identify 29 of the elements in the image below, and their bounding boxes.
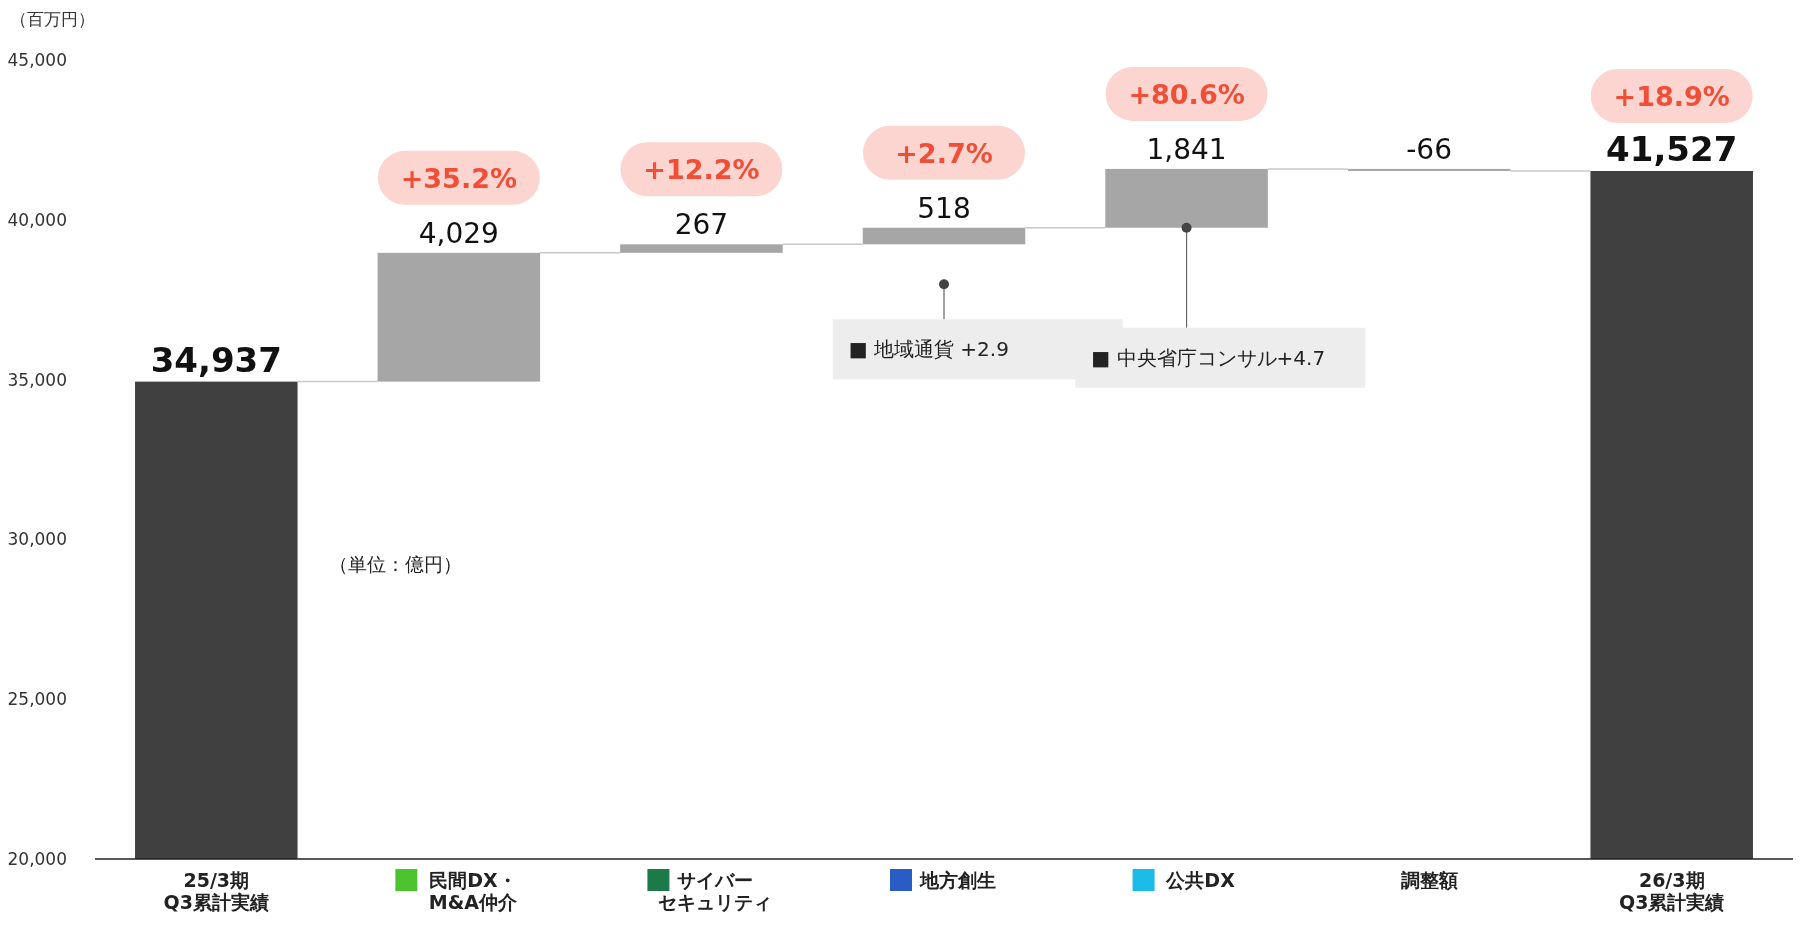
x-tick-label: 調整額 xyxy=(1400,869,1458,891)
y-axis-title: （百万円） xyxy=(10,9,95,29)
y-tick-label: 20,000 xyxy=(7,849,67,869)
y-tick-label: 35,000 xyxy=(7,369,67,390)
data-label: 1,841 xyxy=(1146,132,1227,166)
data-label: 34,937 xyxy=(150,339,282,380)
data-label: 518 xyxy=(917,191,971,225)
y-tick-label: 40,000 xyxy=(7,209,67,230)
x-tick-label: 地方創生 xyxy=(919,869,996,891)
x-tick-label: サイバーセキュリティ xyxy=(658,869,773,913)
y-tick-label: 25,000 xyxy=(7,689,67,710)
annotation: +35.2% xyxy=(400,162,518,194)
annotation: +80.6% xyxy=(1128,78,1245,110)
annotation: +12.2% xyxy=(643,154,760,186)
data-label: 4,029 xyxy=(418,216,499,250)
annotation: （単位：億円） xyxy=(328,553,462,576)
annotation: ■ 地域通貨 +2.9 xyxy=(848,337,1009,362)
annotation: ■ 中央省庁コンサル+4.7 xyxy=(1091,345,1326,370)
x-tick-label: 民間DX・ M&A仲介 xyxy=(428,869,518,913)
y-tick-label: 45,000 xyxy=(7,50,67,70)
x-tick-label: 26/3期 Q3累計実績 xyxy=(1619,869,1725,913)
y-tick-label: 30,000 xyxy=(7,529,67,550)
data-label: -66 xyxy=(1406,132,1453,166)
data-label: 267 xyxy=(674,208,729,242)
annotation: +2.7% xyxy=(895,137,993,169)
x-tick-label: 25/3期 Q3累計実績 xyxy=(163,869,269,913)
annotation: +18.9% xyxy=(1613,81,1730,112)
x-tick-label: 公共DX xyxy=(1165,869,1236,891)
data-label: 41,527 xyxy=(1606,129,1738,169)
